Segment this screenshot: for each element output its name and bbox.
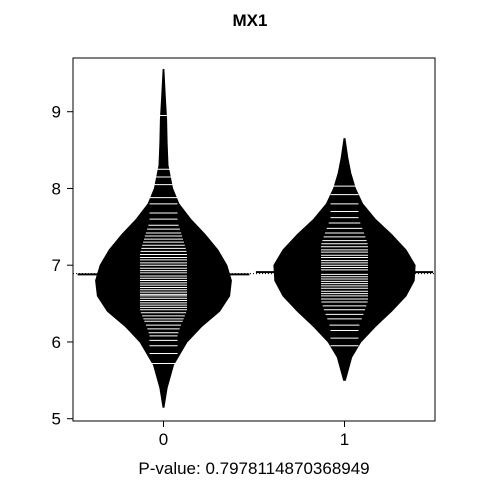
bean-layer [73,69,435,408]
bean-0 [77,69,250,408]
plot-frame [72,57,436,422]
bean-shape-0 [95,69,232,408]
bean-1 [255,138,434,381]
y-tick-label: 9 [52,103,61,122]
y-tick-label: 7 [52,256,61,275]
y-tick-label: 8 [52,179,61,198]
y-tick-label: 6 [52,333,61,352]
chart-title: MX1 [233,11,268,30]
y-axis: 5 6 7 8 9 [52,103,74,429]
bean-shape-1 [273,138,416,381]
x-tick-label: 1 [340,430,349,449]
x-axis-label: P-value: 0.7978114870368949 [138,459,369,478]
x-tick-label: 0 [159,430,168,449]
y-tick-label: 5 [52,410,61,429]
